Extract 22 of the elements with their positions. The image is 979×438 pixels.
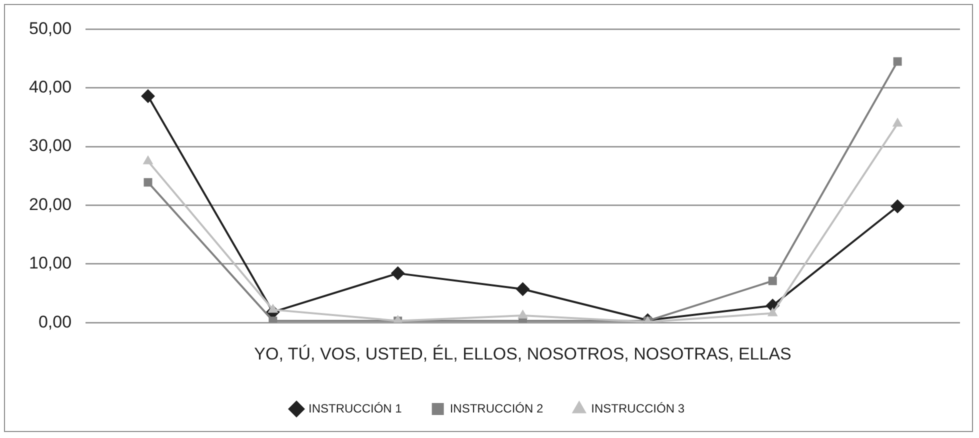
point <box>144 178 152 187</box>
y-tick-label: 10,00 <box>28 254 72 273</box>
point <box>890 199 905 214</box>
y-tick-label: 30,00 <box>28 136 72 156</box>
legend-label: INSTRUCCIÓN 2 <box>450 401 544 416</box>
point <box>142 155 154 164</box>
point <box>141 89 156 104</box>
legend-label: INSTRUCCIÓN 3 <box>591 401 685 416</box>
point <box>767 307 778 316</box>
point <box>892 118 903 127</box>
point <box>268 304 278 313</box>
point <box>390 266 405 280</box>
legend-label: INSTRUCCIÓN 1 <box>308 401 402 416</box>
y-tick-label: 20,00 <box>28 194 72 214</box>
point <box>516 282 530 296</box>
point <box>768 276 777 286</box>
point <box>893 57 902 66</box>
y-tick-label: 40,00 <box>28 78 72 97</box>
y-tick-label: 50,00 <box>28 18 72 38</box>
y-tick-label: 0,00 <box>38 312 72 332</box>
point <box>518 310 528 319</box>
x-axis-title: YO, TÚ, VOS, USTED, ÉL, ELLOS, NOSOTROS, NOSOTRAS, ELLAS <box>254 344 792 364</box>
